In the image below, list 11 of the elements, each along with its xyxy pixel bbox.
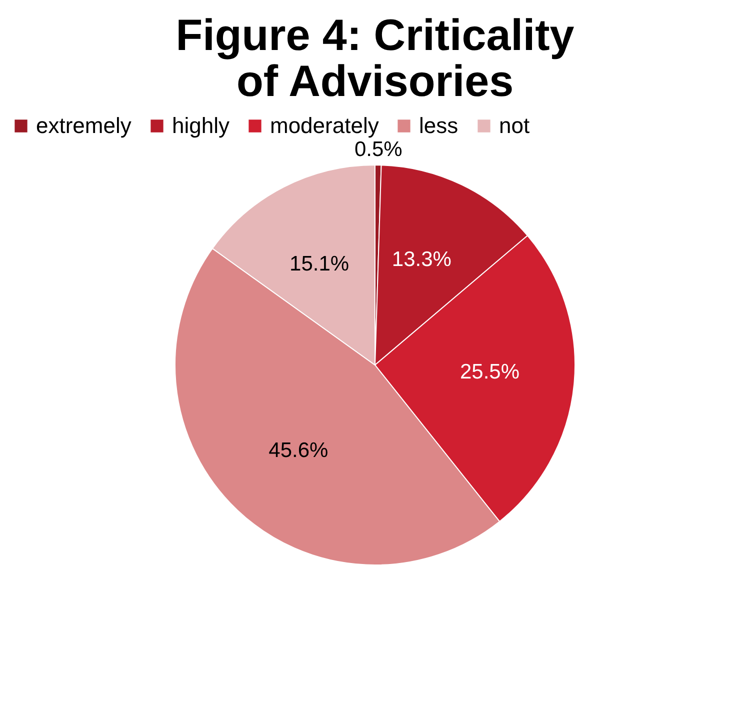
data-label: 0.5%: [354, 138, 402, 162]
data-label: 15.1%: [290, 252, 350, 276]
legend-label: highly: [172, 113, 230, 138]
data-label: 13.3%: [392, 248, 452, 271]
legend-label: extremely: [36, 113, 132, 138]
data-label: 25.5%: [460, 360, 520, 384]
legend-label: moderately: [270, 113, 379, 138]
data-label: 45.6%: [268, 438, 328, 462]
legend-label: less: [419, 113, 458, 138]
chart-title: Figure 4: Criticality of Advisories: [176, 11, 575, 106]
legend-label: not: [499, 113, 530, 138]
